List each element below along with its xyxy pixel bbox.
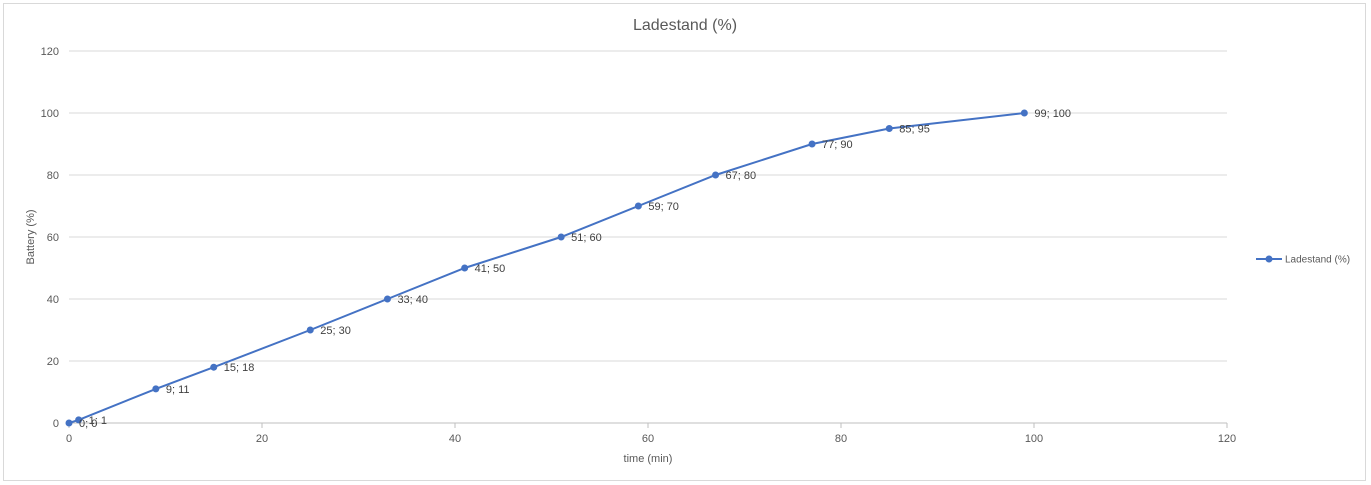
x-tick-label: 120 (1218, 433, 1236, 445)
data-point (383, 295, 391, 303)
y-tick-label: 40 (47, 294, 59, 306)
data-label: 59; 70 (648, 201, 679, 213)
legend-label: Ladestand (%) (1285, 255, 1350, 266)
data-label: 15; 18 (224, 362, 255, 374)
chart-title: Ladestand (%) (633, 17, 737, 34)
data-label: 77; 90 (822, 139, 853, 151)
x-tick-label: 60 (642, 433, 654, 445)
y-tick-label: 60 (47, 232, 59, 244)
x-tick-label: 0 (66, 433, 72, 445)
data-label: 99; 100 (1034, 108, 1071, 120)
data-point (152, 385, 160, 393)
data-point (1020, 109, 1028, 117)
chart-frame (3, 3, 1366, 481)
x-tick-label: 40 (449, 433, 461, 445)
y-tick-label: 120 (41, 46, 59, 58)
data-label: 33; 40 (397, 294, 428, 306)
data-point (65, 419, 73, 427)
y-axis-ticks: 0 20 40 60 80 100 120 (41, 46, 59, 430)
x-tick-label: 100 (1025, 433, 1043, 445)
y-tick-label: 100 (41, 108, 59, 120)
series-group: 0; 01; 1 9; 11 15; 18 25; 30 33; 40 41; 50 51;… (65, 108, 1071, 430)
data-point (634, 202, 642, 210)
legend: Ladestand (%) (1256, 255, 1350, 266)
x-axis-ticks: 0 20 40 60 80 100 120 (66, 423, 1236, 445)
y-axis-title: Battery (%) (25, 209, 37, 264)
data-label: 41; 50 (475, 263, 506, 275)
data-label: 1; 1 (89, 415, 107, 427)
y-tick-label: 80 (47, 170, 59, 182)
data-label: 51; 60 (571, 232, 602, 244)
x-tick-label: 20 (256, 433, 268, 445)
data-point (712, 171, 720, 179)
data-label: 85; 95 (899, 124, 930, 136)
data-point (210, 363, 218, 371)
x-axis-title: time (min) (624, 453, 673, 465)
data-label: 0; 0 (79, 418, 97, 430)
data-label: 67; 80 (726, 170, 757, 182)
series-line (68, 112, 1025, 424)
data-point (808, 140, 816, 148)
x-tick-label: 80 (835, 433, 847, 445)
y-tick-label: 0 (53, 418, 59, 430)
data-point (461, 264, 469, 272)
data-label: 25; 30 (320, 325, 351, 337)
y-tick-label: 20 (47, 356, 59, 368)
data-point (75, 416, 83, 424)
data-label: 9; 11 (166, 384, 190, 396)
data-point (557, 233, 565, 241)
data-point (885, 125, 893, 132)
data-point (306, 326, 314, 334)
legend-dot-marker (1265, 255, 1273, 263)
